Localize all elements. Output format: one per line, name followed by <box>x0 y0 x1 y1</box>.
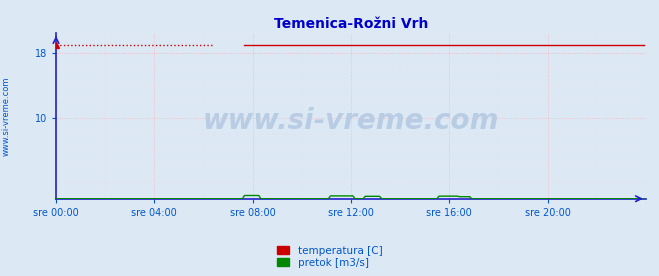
Legend: temperatura [C], pretok [m3/s]: temperatura [C], pretok [m3/s] <box>273 242 386 271</box>
Text: www.si-vreme.com: www.si-vreme.com <box>2 76 11 156</box>
Text: www.si-vreme.com: www.si-vreme.com <box>203 107 499 135</box>
Title: Temenica-Rožni Vrh: Temenica-Rožni Vrh <box>273 17 428 31</box>
